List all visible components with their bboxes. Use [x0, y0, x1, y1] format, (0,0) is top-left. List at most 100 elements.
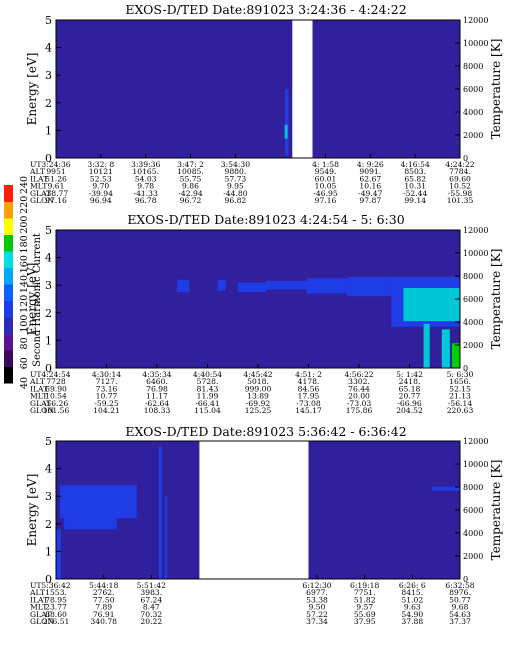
orbit-cell: 108.33: [144, 406, 171, 415]
y-tick-label: 0: [45, 152, 52, 165]
orbit-row-label: GLON: [30, 196, 54, 205]
colorbar-tick-label: 60: [19, 357, 30, 369]
orbit-cell: 9.70: [92, 182, 109, 191]
orbit-cell: 3983.: [140, 588, 162, 597]
y-tick-label: 4: [45, 463, 52, 476]
orbit-row-label: GLAT: [30, 189, 51, 198]
orbit-cell: 10165.: [132, 167, 159, 176]
orbit-cell: 76.44: [348, 384, 370, 393]
orbit-cell: 8.47: [143, 603, 160, 612]
orbit-cell: 9.61: [48, 182, 65, 191]
panel-2-features: [177, 276, 460, 368]
orbit-cell: 1656.: [449, 377, 471, 386]
orbit-cell: 55.69: [354, 610, 376, 619]
orbit-cell: 999.00: [245, 384, 272, 393]
orbit-cell: 7751.: [354, 588, 376, 597]
spectral-feature: [423, 323, 430, 368]
panel-2-y-ticks: 0 1 2 3 4 5: [45, 224, 61, 375]
spectral-feature: [306, 278, 347, 294]
orbit-cell: -73.08: [296, 399, 320, 408]
data-gap: [199, 440, 309, 580]
panel-3-y-ticks: 0 1 2 3 4 5: [45, 435, 61, 586]
orbit-cell: 54.03: [135, 174, 157, 183]
colorbar-swatch: [4, 201, 13, 219]
orbit-cell: 97.87: [359, 196, 381, 205]
orbit-cell: 3:24:36: [41, 160, 70, 169]
y2-tick-label: 12000: [463, 16, 488, 25]
y2-tick-label: 8000: [463, 483, 483, 492]
orbit-cell: -62.64: [145, 399, 169, 408]
orbit-row-label: GLAT: [30, 399, 51, 408]
spectral-feature: [346, 276, 392, 297]
colorbar-tick-label: 120: [19, 295, 30, 313]
orbit-row-label: ALT: [29, 588, 45, 597]
orbit-cell: 13.89: [247, 392, 269, 401]
orbit-cell: 96.94: [90, 196, 112, 205]
orbit-cell: -59.25: [94, 399, 118, 408]
orbit-cell: 96.82: [225, 196, 247, 205]
panel-3-features: [56, 446, 460, 579]
orbit-cell: 78.95: [45, 595, 67, 604]
colorbar-tick-label: 100: [19, 315, 30, 333]
orbit-cell: 37.37: [449, 617, 471, 626]
orbit-cell: 20.00: [348, 392, 370, 401]
panel-2-y-label: Energy [eV]: [25, 263, 39, 336]
orbit-cell: 77.50: [93, 595, 115, 604]
orbit-cell: 10.77: [96, 392, 118, 401]
colorbar-tick-label: 80: [19, 337, 30, 349]
orbit-cell: 53.38: [306, 595, 328, 604]
panel-1-y2-ticks: 0 2000 4000 6000 8000 10000 12000: [455, 16, 488, 163]
orbit-cell: 54.90: [401, 610, 423, 619]
orbit-cell: 50.77: [449, 595, 471, 604]
orbit-cell: 81.43: [197, 384, 219, 393]
y2-tick-label: 4000: [463, 318, 483, 327]
orbit-cell: 5:51:42: [137, 581, 166, 590]
panel-3-y-label: Energy [eV]: [25, 474, 39, 547]
orbit-cell: 3:39:36: [131, 160, 160, 169]
orbit-cell: 96.78: [135, 196, 157, 205]
spectral-feature: [431, 486, 460, 491]
orbit-cell: 3302.: [348, 377, 370, 386]
orbit-cell: 8976.: [449, 588, 471, 597]
orbit-cell: 21.13: [449, 392, 471, 401]
y2-tick-label: 12000: [463, 226, 488, 235]
y2-tick-label: 8000: [463, 62, 483, 71]
y2-tick-label: 4000: [463, 108, 483, 117]
orbit-cell: 6:19:18: [350, 581, 379, 590]
orbit-cell: 4:35:34: [142, 370, 171, 379]
spectral-feature: [56, 529, 61, 579]
panel-1-data-gaps: [292, 19, 313, 159]
panel-1-y-label: Energy [eV]: [25, 53, 39, 126]
orbit-cell: 3:32: 8: [87, 160, 114, 169]
orbit-cell: 6:12:30: [302, 581, 331, 590]
orbit-cell: 276.51: [43, 617, 70, 626]
colorbar-tick-label: 140: [19, 275, 30, 293]
orbit-cell: 4:30:14: [92, 370, 121, 379]
spectral-feature: [64, 507, 117, 530]
y2-tick-label: 2000: [463, 341, 483, 350]
orbit-cell: 125.25: [245, 406, 272, 415]
orbit-cell: 101.35: [447, 196, 474, 205]
orbit-cell: 5: 6:30: [447, 370, 474, 379]
spectral-feature: [285, 89, 289, 156]
orbit-cell: 4:51: 2: [295, 370, 322, 379]
orbit-cell: 76.98: [146, 384, 168, 393]
orbit-cell: 4:16:54: [401, 160, 430, 169]
y-tick-label: 2: [45, 307, 52, 320]
orbit-cell: 220.63: [447, 406, 474, 415]
orbit-cell: 65.18: [399, 384, 421, 393]
orbit-cell: 7.89: [95, 603, 112, 612]
orbit-cell: 73.16: [96, 384, 118, 393]
y2-tick-label: 8000: [463, 272, 483, 281]
colorbar-tick-label: 220: [19, 196, 30, 214]
y-tick-label: 3: [45, 490, 52, 503]
colorbar-tick-label: 180: [19, 235, 30, 253]
y-tick-label: 3: [45, 69, 52, 82]
orbit-cell: 6:26: 6: [399, 581, 426, 590]
colorbar-swatches: [4, 185, 13, 384]
orbit-row-label: ILAT: [30, 384, 48, 393]
orbit-cell: 204.52: [396, 406, 423, 415]
